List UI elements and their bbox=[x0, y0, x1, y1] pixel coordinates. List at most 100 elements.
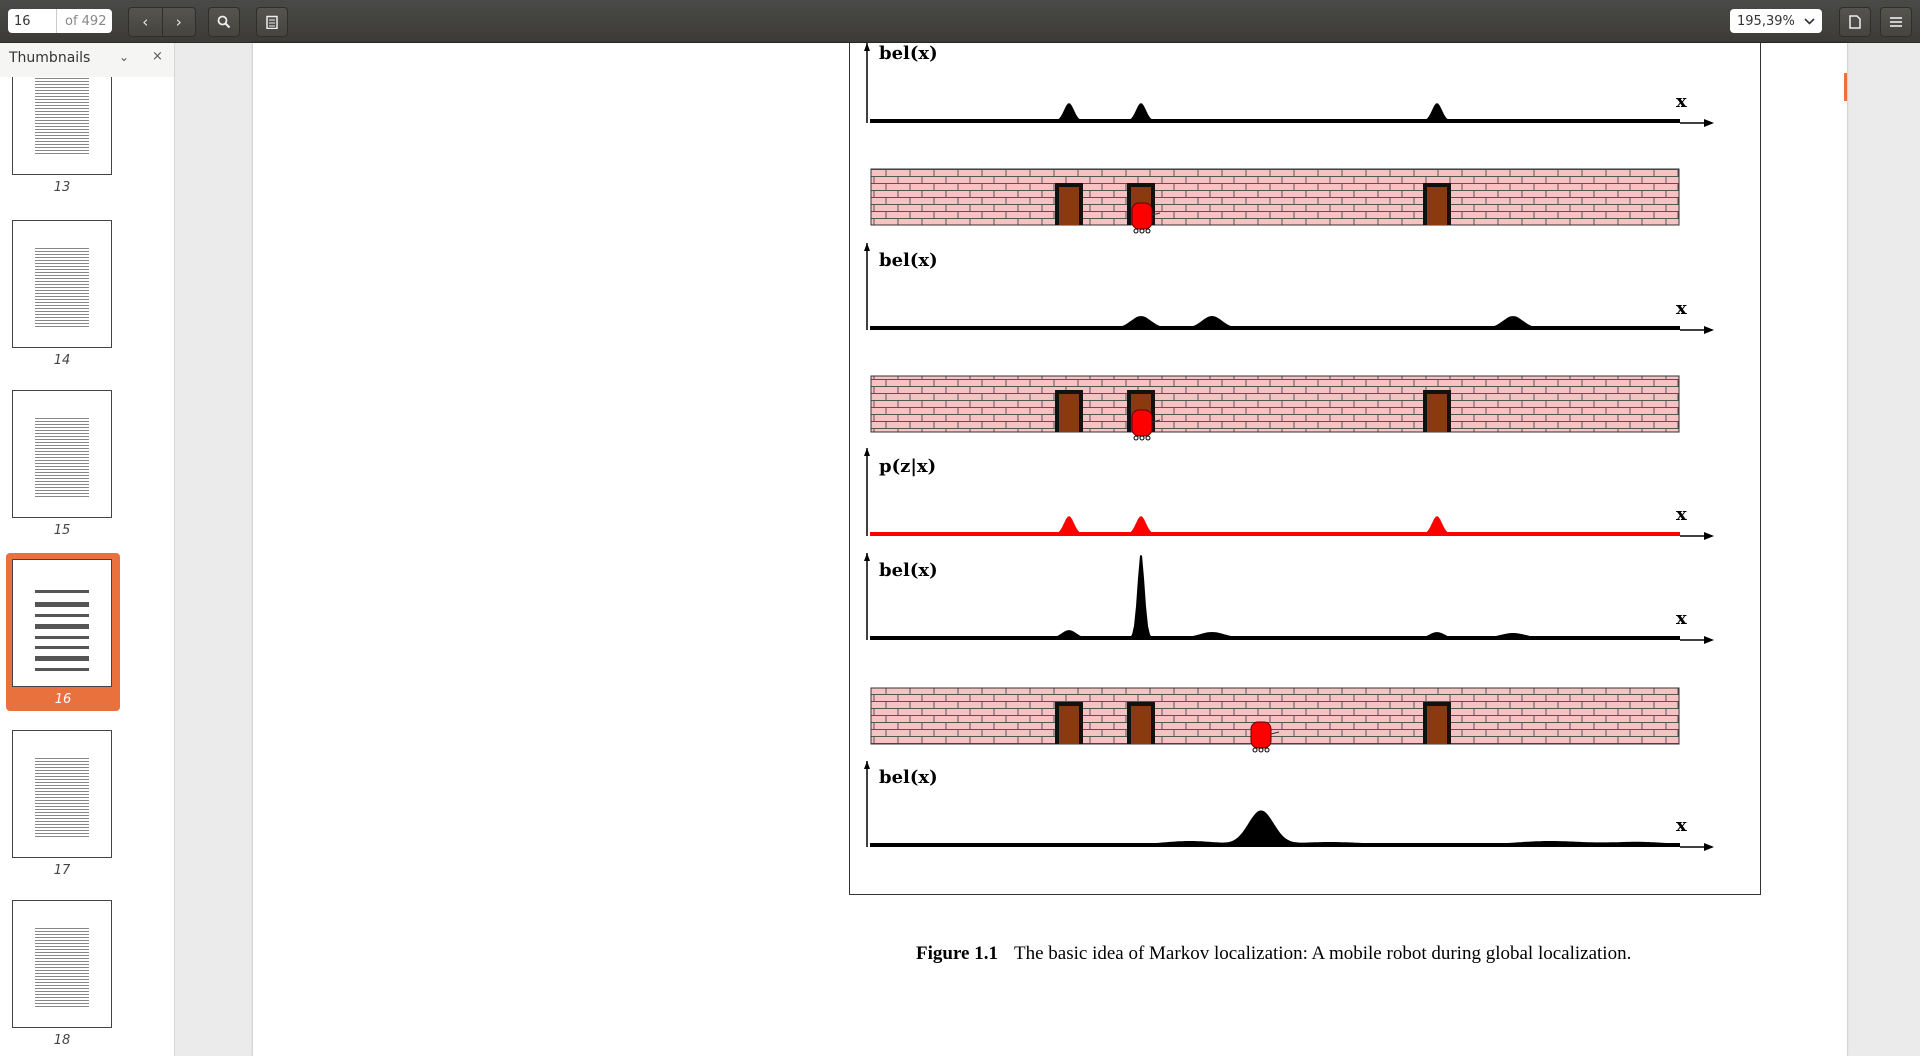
menu-button[interactable] bbox=[1880, 7, 1912, 37]
x-axis-label-1: x bbox=[1676, 91, 1687, 112]
wall-2-door-1 bbox=[1059, 394, 1079, 432]
sidebar-header: Thumbnails ⌄ × bbox=[0, 43, 174, 73]
thumbnail-text-lines bbox=[35, 77, 89, 154]
thumbnail-page-15[interactable]: 15 bbox=[12, 390, 112, 538]
thumbnail-page-17[interactable]: 17 bbox=[12, 730, 112, 878]
page-nav-group: ‹ › bbox=[128, 7, 196, 37]
likelihood-curve-baseline bbox=[870, 532, 1680, 536]
thumbnail-number: 18 bbox=[53, 1033, 71, 1048]
belief-curve-1 bbox=[870, 103, 1680, 121]
thumbnail-page-14[interactable]: 14 bbox=[12, 220, 112, 368]
wall-2-robot-wheel-2 bbox=[1139, 435, 1145, 441]
thumbnail-image bbox=[12, 390, 112, 518]
thumbnail-page-13[interactable]: 13 bbox=[12, 77, 112, 195]
belief-curve-4 bbox=[870, 810, 1680, 845]
wall-1-door-3 bbox=[1427, 187, 1447, 225]
wall-3-robot-wheel-1 bbox=[1252, 747, 1258, 753]
wall-1-robot-body bbox=[1131, 202, 1153, 230]
sidebar-title: Thumbnails bbox=[9, 50, 91, 66]
panel-5-y-arrow bbox=[864, 761, 870, 769]
panel-5-x-arrow bbox=[1704, 843, 1714, 851]
thumbnail-number: 13 bbox=[53, 180, 71, 195]
sidebar: Thumbnails ⌄ × 13 14 15 16 17 bbox=[0, 43, 175, 1056]
properties-button[interactable] bbox=[1839, 7, 1871, 37]
close-icon[interactable]: × bbox=[152, 49, 163, 64]
belief-curve-4-baseline bbox=[870, 843, 1680, 847]
caption-label: Figure 1.1 bbox=[916, 943, 998, 964]
wall-1-robot-wheel-3 bbox=[1145, 228, 1151, 234]
belief-curve-3-baseline bbox=[870, 636, 1680, 640]
thumbnail-image bbox=[12, 77, 112, 175]
clipboard-icon bbox=[266, 15, 278, 29]
thumbnail-number: 16 bbox=[54, 692, 72, 707]
belief-label-1: bel(x) bbox=[879, 43, 938, 64]
thumbnail-image bbox=[12, 220, 112, 348]
wall-2-robot-body bbox=[1131, 409, 1153, 437]
search-button[interactable] bbox=[208, 7, 240, 37]
belief-label-4: bel(x) bbox=[879, 767, 938, 788]
page-total-label: of 492 bbox=[65, 13, 107, 29]
thumbnail-text-lines bbox=[35, 757, 89, 837]
wall-3-brick-wall bbox=[870, 687, 1680, 745]
current-page-input[interactable]: 16 bbox=[8, 9, 57, 33]
wall-3-robot-wheel-3 bbox=[1264, 747, 1270, 753]
belief-label-2: bel(x) bbox=[879, 250, 938, 271]
x-axis-label-3: x bbox=[1676, 504, 1687, 525]
panel-2-x-arrow bbox=[1704, 326, 1714, 334]
document-viewport[interactable]: bel(x) bel(x) p(z|x) bel(x) bel(x) x x x… bbox=[175, 43, 1920, 1056]
zoom-dropdown[interactable]: 195,39% bbox=[1730, 9, 1822, 33]
belief-curve-2-baseline bbox=[870, 326, 1680, 330]
wall-2-robot-sensor bbox=[1151, 419, 1161, 423]
thumbnail-number: 15 bbox=[53, 523, 71, 538]
belief-label-3: bel(x) bbox=[879, 560, 938, 581]
figure-frame: bel(x) bel(x) p(z|x) bel(x) bel(x) x x x… bbox=[849, 43, 1761, 895]
wall-3-door-2 bbox=[1131, 706, 1151, 744]
wall-2-robot-wheel-3 bbox=[1145, 435, 1151, 441]
markov-localization-figure bbox=[864, 43, 1714, 851]
annotations-button[interactable] bbox=[256, 7, 288, 37]
belief-curve-1-baseline bbox=[870, 119, 1680, 123]
wall-1-brick-wall bbox=[870, 168, 1680, 226]
thumbnail-text-lines bbox=[35, 927, 89, 1007]
wall-2-brick-wall bbox=[870, 375, 1680, 433]
document-icon bbox=[1849, 15, 1861, 29]
search-icon bbox=[217, 15, 231, 29]
hamburger-menu-icon bbox=[1890, 17, 1902, 27]
belief-curve-3 bbox=[870, 555, 1680, 638]
chevron-left-icon[interactable]: ‹ bbox=[142, 13, 149, 31]
document-page: bel(x) bel(x) p(z|x) bel(x) bel(x) x x x… bbox=[253, 43, 1847, 1056]
wall-3-door-1 bbox=[1059, 706, 1079, 744]
thumbnail-page-16[interactable]: 16 bbox=[6, 553, 120, 711]
page-number-field[interactable]: 16 of 492 bbox=[8, 9, 112, 33]
thumbnail-text-lines bbox=[35, 247, 89, 327]
thumbnail-image bbox=[12, 900, 112, 1028]
belief-curve-2 bbox=[870, 316, 1680, 328]
x-axis-label-4: x bbox=[1676, 608, 1687, 629]
caption-text: The basic idea of Markov localization: A… bbox=[1013, 943, 1632, 964]
thumbnail-list: 13 14 15 16 17 18 bbox=[0, 77, 174, 1056]
wall-2-door-3 bbox=[1427, 394, 1447, 432]
thumbnail-page-18[interactable]: 18 bbox=[12, 900, 112, 1048]
panel-4-y-arrow bbox=[864, 553, 870, 561]
wall-1-door-1 bbox=[1059, 187, 1079, 225]
wall-1-robot-sensor bbox=[1151, 212, 1161, 216]
wall-3-robot-sensor bbox=[1270, 731, 1280, 735]
likelihood-label: p(z|x) bbox=[879, 456, 937, 477]
wall-3-robot-wheel-2 bbox=[1258, 747, 1264, 753]
zoom-value: 195,39% bbox=[1737, 13, 1795, 29]
wall-2-robot-wheel-1 bbox=[1133, 435, 1139, 441]
thumbnail-text-lines bbox=[35, 417, 89, 497]
scroll-indicator[interactable] bbox=[1844, 73, 1847, 101]
wall-1-robot-wheel-1 bbox=[1133, 228, 1139, 234]
likelihood-curve bbox=[870, 516, 1680, 534]
panel-3-x-arrow bbox=[1704, 532, 1714, 540]
chevron-down-icon bbox=[1804, 17, 1815, 25]
chevron-right-icon[interactable]: › bbox=[161, 8, 196, 36]
x-axis-label-2: x bbox=[1676, 298, 1687, 319]
chevron-down-icon[interactable]: ⌄ bbox=[119, 50, 130, 64]
thumbnail-number: 14 bbox=[53, 353, 71, 368]
panel-4-x-arrow bbox=[1704, 636, 1714, 644]
thumbnail-image bbox=[12, 559, 112, 687]
x-axis-label-5: x bbox=[1676, 815, 1687, 836]
wall-3-door-3 bbox=[1427, 706, 1447, 744]
